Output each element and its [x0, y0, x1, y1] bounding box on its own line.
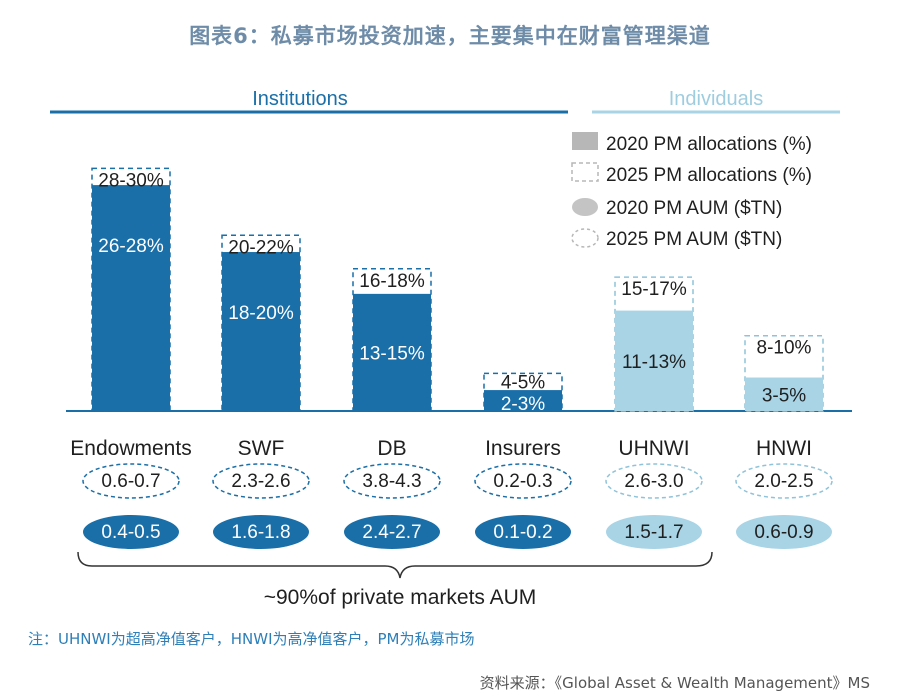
bar-2020-hnwi	[745, 377, 823, 411]
category-label: SWF	[238, 437, 285, 460]
aum-2025-label: 0.2-0.3	[493, 471, 552, 492]
bar-2020-insurers	[484, 390, 562, 411]
aum-2020-ellipse	[344, 515, 440, 549]
label-2025-alloc: 16-18%	[359, 271, 425, 292]
category-label: DB	[377, 437, 406, 460]
label-2025-alloc: 15-17%	[621, 279, 687, 300]
source-text: 资料来源：《Global Asset & Wealth Management》M…	[479, 674, 870, 692]
aum-2020-ellipse	[83, 515, 179, 549]
label-2025-alloc: 4-5%	[501, 372, 545, 393]
label-2025-alloc: 20-22%	[228, 237, 294, 258]
legend-swatch-2020-alloc	[572, 132, 598, 150]
aum-2020-ellipse	[475, 515, 571, 549]
legend-swatch-2020-aum	[572, 198, 598, 216]
legend-label: 2025 PM allocations (%)	[606, 165, 812, 186]
aum-2020-ellipse	[606, 515, 702, 549]
aum-2020-label: 2.4-2.7	[362, 522, 421, 543]
category-label: HNWI	[756, 437, 812, 460]
aum-2025-label: 0.6-0.7	[101, 471, 160, 492]
legend-label: 2025 PM AUM ($TN)	[606, 229, 782, 250]
brace	[77, 551, 713, 579]
bar-2020-swf	[222, 252, 300, 411]
aum-2020-label: 1.6-1.8	[231, 522, 290, 543]
category-label: Endowments	[70, 437, 191, 460]
label-2020-alloc: 26-28%	[98, 236, 164, 257]
aum-2025-label: 2.6-3.0	[624, 471, 683, 492]
aum-2025-label: 2.0-2.5	[754, 471, 813, 492]
label-2020-alloc: 18-20%	[228, 303, 294, 324]
label-2020-alloc: 13-15%	[359, 343, 425, 364]
aum-2020-ellipse	[213, 515, 309, 549]
aum-2025-ellipse	[343, 463, 441, 499]
aum-2025-label: 3.8-4.3	[362, 471, 421, 492]
category-label: Insurers	[485, 437, 561, 460]
individuals-header: Individuals	[669, 88, 764, 110]
label-2025-alloc: 28-30%	[98, 170, 164, 191]
chart: Institutions Individuals 2020 PM allocatio…	[50, 88, 852, 609]
legend-label: 2020 PM AUM ($TN)	[606, 198, 782, 219]
footnote: 注：UHNWI为超高净值客户，HNWI为高净值客户，PM为私募市场	[28, 630, 475, 648]
aum-2020-label: 0.1-0.2	[493, 522, 552, 543]
legend-label: 2020 PM allocations (%)	[606, 134, 812, 155]
bar-2020-endowments	[92, 185, 170, 411]
aum-2020-ellipse	[736, 515, 832, 549]
figure-title: 图表6：私募市场投资加速，主要集中在财富管理渠道	[189, 24, 711, 48]
aum-2020-label: 0.4-0.5	[101, 522, 160, 543]
aum-2020-label: 1.5-1.7	[624, 522, 683, 543]
legend-swatch-2025-alloc	[571, 162, 599, 182]
aum-2025-ellipse	[605, 463, 703, 499]
category-label: UHNWI	[618, 437, 689, 460]
label-2025-alloc: 8-10%	[757, 338, 812, 359]
institutions-header: Institutions	[252, 88, 348, 110]
label-2020-alloc: 2-3%	[501, 394, 545, 415]
aum-2025-ellipse	[735, 463, 833, 499]
label-2020-alloc: 11-13%	[622, 352, 686, 373]
legend-swatch-2025-aum	[571, 228, 599, 248]
label-2020-alloc: 3-5%	[762, 385, 806, 406]
aum-2025-ellipse	[212, 463, 310, 499]
brace-annotation: ~90%of private markets AUM	[264, 586, 537, 609]
aum-2020-label: 0.6-0.9	[754, 522, 813, 543]
bar-2020-db	[353, 293, 431, 411]
bar-2020-uhnwi	[615, 310, 693, 411]
aum-2025-label: 2.3-2.6	[231, 471, 290, 492]
aum-2025-ellipse	[474, 463, 572, 499]
aum-2025-ellipse	[82, 463, 180, 499]
